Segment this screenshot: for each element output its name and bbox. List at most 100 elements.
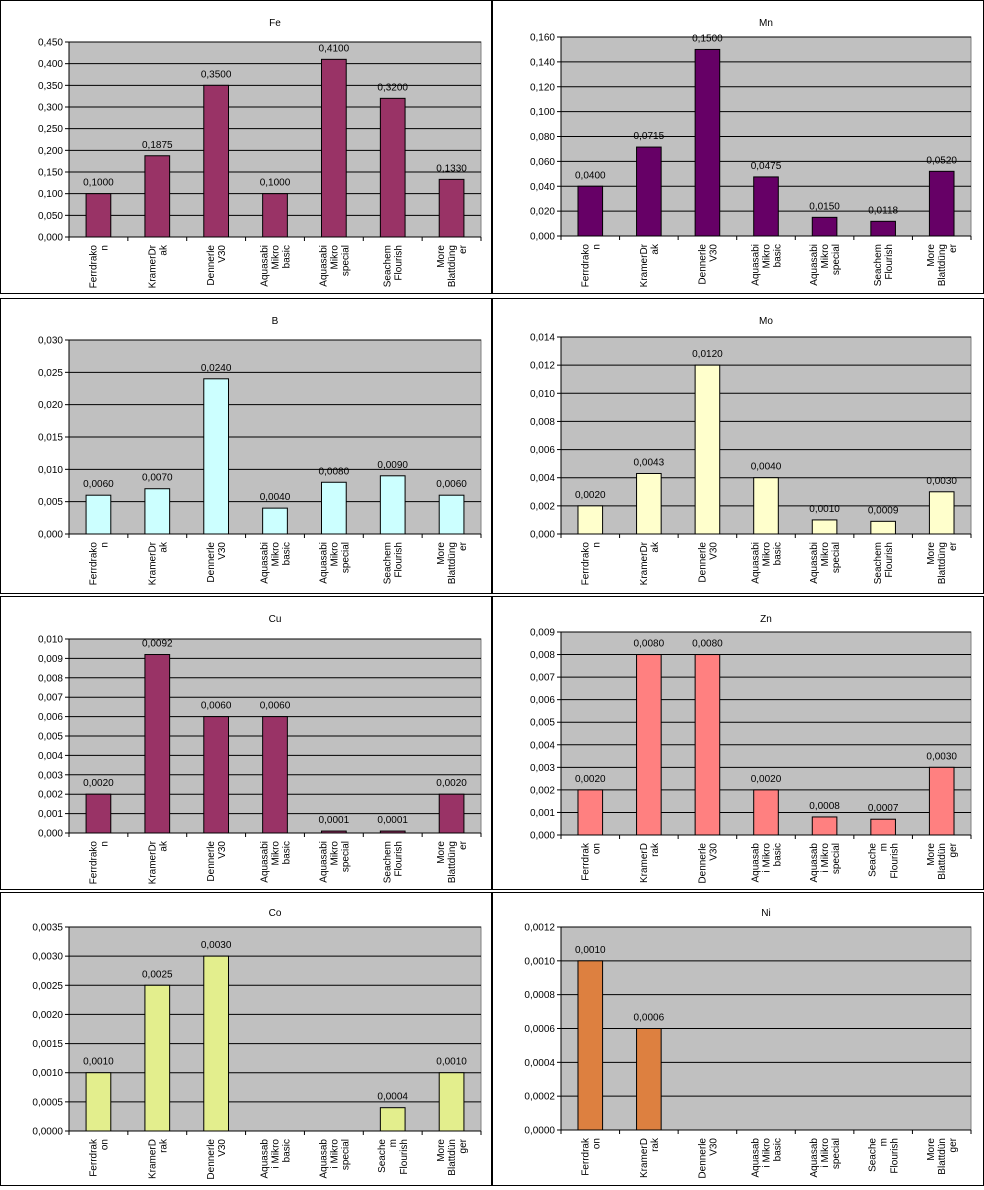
zn-category-label: Aquasab i Mikro basic: [751, 843, 784, 883]
fe-y-tick-label: 0,050: [38, 211, 63, 222]
mn-bar: [928, 170, 955, 237]
co-y-tick-label: 0,0010: [32, 1068, 63, 1079]
co-bar: [144, 984, 171, 1132]
ni-y-tick-label: 0,0010: [524, 956, 555, 967]
mn-bar: [811, 216, 838, 237]
mo-bar: [577, 505, 604, 535]
zn-bar: [577, 789, 604, 836]
b-bar: [320, 481, 347, 535]
mn-category-label-line: n: [591, 244, 602, 250]
mo-category-label: Ferrdrako n: [580, 542, 602, 586]
co-category-label: KramerD rak: [147, 1138, 169, 1179]
mo-y-tick-label: 0,002: [530, 501, 555, 512]
zn-category-label-line: Blattdün: [937, 843, 948, 880]
co-y-tick-label: 0,0000: [32, 1127, 63, 1138]
mn-category-label-line: Dennerle: [697, 244, 708, 285]
zn-category-label-line: m: [879, 843, 890, 851]
mn-bar: [870, 220, 896, 237]
mo-category-label-line: ak: [650, 541, 661, 553]
cu-y-tick-label: 0,000: [38, 829, 63, 840]
b-category-label-line: Seachem: [383, 542, 394, 584]
co-data-label: 0,0030: [201, 940, 232, 951]
mn-category-label-line: ak: [650, 243, 661, 255]
zn-y-tick-label: 0,000: [530, 831, 555, 842]
cu-data-label: 0,0001: [319, 815, 350, 826]
zn-data-label: 0,0020: [575, 774, 606, 785]
fe-category-label: Seachem Flourish: [383, 245, 405, 287]
co-category-label-line: rak: [158, 1138, 169, 1153]
mn-category-label-line: Flourish: [884, 244, 895, 280]
cu-category-label-line: Aquasabi: [318, 841, 329, 883]
mn-category-label-line: Mikro: [762, 244, 773, 269]
b-bar: [379, 475, 406, 535]
mo-bar: [811, 519, 838, 535]
zn-category-label-line: More: [926, 843, 937, 866]
co-plot-area: [68, 926, 482, 1132]
cu-chart-panel: Cu 0,000 0,001 0,002 0,003 0,004 0,005 0,006 0,0…: [0, 596, 492, 890]
ni-category-label-line: Flourish: [890, 1138, 901, 1174]
fe-category-label: Ferrdrako n: [88, 245, 110, 289]
b-y-tick-label: 0,025: [38, 368, 63, 379]
zn-data-label: 0,0080: [634, 639, 665, 650]
co-data-label: 0,0010: [83, 1057, 114, 1068]
fe-category-label-line: special: [340, 245, 351, 276]
fe-category-label: Aquasabi Mikro special: [318, 245, 351, 287]
mn-bar: [636, 146, 662, 237]
mo-y-tick-label: 0,008: [530, 417, 555, 428]
cu-category-label-line: KramerDr: [147, 840, 158, 884]
fe-chart-title: Fe: [269, 18, 281, 29]
fe-category-label-line: Blattdüng: [447, 245, 458, 287]
fe-y-tick-label: 0,350: [38, 81, 63, 92]
zn-bar: [870, 818, 896, 836]
mn-y-tick-label: 0,080: [530, 132, 555, 143]
co-bar: [203, 955, 230, 1132]
fe-y-tick-label: 0,250: [38, 124, 63, 135]
cu-category-label-line: Seachem: [383, 841, 394, 883]
ni-y-tick-label: 0,0008: [524, 990, 555, 1001]
cu-y-tick-label: 0,005: [38, 732, 63, 743]
co-category-label-line: Blattdün: [447, 1139, 458, 1176]
b-category-label-line: ak: [158, 541, 169, 553]
zn-data-label: 0,0030: [926, 751, 957, 762]
mo-y-tick-label: 0,006: [530, 445, 555, 456]
fe-y-tick-label: 0,400: [38, 59, 63, 70]
co-category-label-line: Flourish: [399, 1139, 410, 1175]
ni-category-label-line: ger: [948, 1137, 959, 1152]
b-category-label: Aquasabi Mikro special: [318, 542, 351, 584]
mn-bar: [694, 48, 721, 237]
zn-data-label: 0,0007: [868, 803, 899, 814]
co-y-tick-label: 0,0030: [32, 952, 63, 963]
cu-category-label-line: More: [436, 841, 447, 864]
mo-data-label: 0,0043: [634, 457, 665, 468]
co-category-label-line: i Mikro: [271, 1139, 282, 1169]
zn-chart: Zn 0,000 0,001 0,002 0,003 0,004 0,005 0,006 0,0…: [530, 614, 972, 884]
mn-category-label-line: Seachem: [873, 244, 884, 286]
mn-chart-title: Mn: [759, 18, 773, 29]
mo-category-label-line: Dennerle: [697, 542, 708, 583]
fe-data-label: 0,3500: [201, 69, 232, 80]
b-category-label-line: Ferrdrako: [88, 542, 99, 586]
mo-chart-title: Mo: [759, 316, 773, 327]
zn-bar: [636, 654, 662, 836]
cu-y-tick-label: 0,008: [38, 673, 63, 684]
zn-chart-panel: Zn 0,000 0,001 0,002 0,003 0,004 0,005 0,006 0,0…: [492, 596, 984, 890]
mn-category-label-line: special: [831, 244, 842, 275]
co-y-tick-label: 0,0035: [32, 923, 63, 934]
zn-category-label-line: Aquasab: [751, 843, 762, 883]
b-chart-panel: B 0,000 0,005 0,010 0,015 0,020 0,025 0,030 0,00…: [0, 298, 492, 594]
zn-y-tick-label: 0,001: [530, 808, 555, 819]
mo-category-label: More Blattdüng er: [926, 541, 959, 584]
b-data-label: 0,0060: [83, 479, 114, 490]
co-category-label: Ferrdrak on: [88, 1138, 110, 1177]
b-chart: B 0,000 0,005 0,010 0,015 0,020 0,025 0,030 0,00…: [38, 316, 482, 586]
mn-data-label: 0,1500: [692, 33, 723, 44]
cu-data-label: 0,0060: [260, 701, 291, 712]
zn-category-label: Seache m Flourish: [868, 843, 901, 879]
b-data-label: 0,0090: [377, 460, 408, 471]
cu-category-label-line: n: [99, 841, 110, 847]
co-category-label-line: Aquasab: [318, 1139, 329, 1179]
b-category-label-line: basic: [282, 542, 293, 565]
ni-category-label-line: i Mikro: [820, 1138, 831, 1168]
cu-category-label: KramerDr ak: [147, 840, 169, 884]
b-bar: [438, 494, 465, 535]
